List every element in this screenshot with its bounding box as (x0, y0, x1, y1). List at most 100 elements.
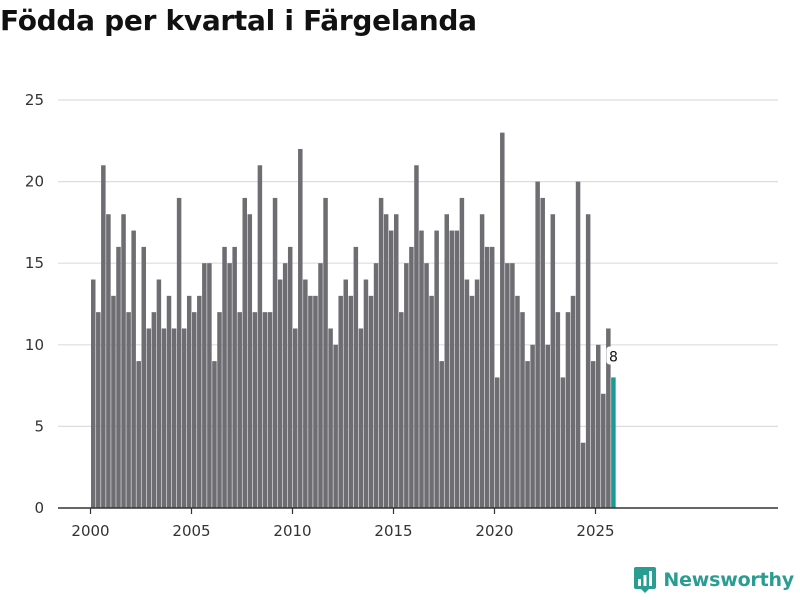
bar-2000-K1 (91, 279, 96, 508)
bar-2004-K2 (176, 197, 182, 509)
bar-2003-K4 (166, 295, 172, 508)
bar-2022-K1 (535, 181, 540, 508)
bar-2005-K4 (207, 263, 212, 508)
brand-name: Newsworthy (663, 569, 794, 591)
bar-2002-K1 (131, 230, 136, 508)
data-label-background (606, 346, 621, 365)
bar-2013-K2 (358, 328, 364, 508)
bar-2025-K3 (606, 328, 611, 508)
bar-2015-K4 (409, 246, 414, 508)
newsworthy-logo-icon (634, 567, 657, 593)
bar-2004-K4 (186, 295, 192, 508)
bar-2001-K1 (111, 295, 116, 508)
bar-2005-K3 (202, 263, 207, 508)
bar-2020-K2 (500, 132, 505, 508)
y-tick-label: 25 (25, 91, 44, 109)
y-tick-label: 10 (25, 336, 44, 354)
bar-2024-K1 (575, 181, 581, 508)
bar-2007-K4 (247, 214, 253, 509)
bar-2012-K4 (348, 295, 354, 508)
bar-2002-K3 (141, 246, 146, 508)
bar-2012-K3 (343, 279, 348, 508)
x-tick-label: 2015 (374, 522, 412, 540)
bar-2024-K4 (590, 361, 596, 508)
bar-2005-K2 (197, 295, 202, 508)
bar-2025-K2 (601, 393, 606, 508)
bar-2008-K4 (267, 312, 273, 508)
bar-2007-K3 (242, 197, 247, 509)
bar-2017-K2 (439, 361, 444, 508)
bar-2019-K2 (479, 214, 485, 509)
bar-2024-K2 (580, 442, 586, 508)
bar-2009-K2 (277, 279, 283, 508)
bar-2013-K1 (353, 246, 359, 508)
bar-2014-K4 (388, 230, 394, 508)
bar-2023-K3 (565, 312, 571, 508)
bar-2008-K2 (257, 165, 263, 508)
bar-2011-K1 (313, 295, 318, 508)
bar-2025-K4 (611, 377, 616, 508)
bar-2005-K1 (192, 312, 197, 508)
bar-2012-K1 (333, 344, 338, 508)
bar-2016-K2 (419, 230, 424, 508)
x-tick-label: 2000 (71, 522, 109, 540)
chart-title: Födda per kvartal i Färgelanda (0, 4, 477, 37)
bar-2009-K3 (282, 263, 288, 508)
bar-2016-K4 (429, 295, 434, 508)
bar-2018-K3 (464, 279, 470, 508)
bar-2006-K1 (212, 361, 217, 508)
bar-2010-K4 (308, 295, 313, 508)
bar-2006-K3 (222, 246, 227, 508)
y-tick-label: 20 (25, 173, 44, 191)
bar-2015-K3 (404, 263, 409, 508)
bar-2000-K3 (101, 165, 106, 508)
bar-2022-K3 (545, 344, 550, 508)
bars (91, 132, 616, 509)
bar-2003-K1 (151, 312, 157, 508)
bar-2007-K2 (237, 312, 242, 508)
y-tick-label: 0 (34, 499, 44, 517)
bar-2016-K3 (424, 263, 429, 508)
bar-2001-K2 (116, 246, 121, 508)
bar-2017-K4 (449, 230, 455, 508)
y-tick-label: 15 (25, 254, 44, 272)
bar-2008-K3 (262, 312, 268, 508)
bar-2021-K1 (515, 295, 520, 508)
bar-2025-K1 (596, 344, 601, 508)
bar-2019-K4 (489, 246, 495, 508)
bar-2011-K3 (323, 197, 328, 509)
x-tick-label: 2025 (576, 522, 614, 540)
bar-2021-K3 (525, 361, 530, 508)
bar-2004-K1 (171, 328, 177, 508)
bar-2001-K3 (121, 214, 126, 509)
bar-2023-K4 (570, 295, 576, 508)
bar-2022-K2 (540, 197, 545, 509)
bar-2023-K2 (560, 377, 566, 508)
bar-2002-K2 (136, 361, 141, 508)
bar-2006-K4 (227, 263, 232, 508)
x-tick-label: 2010 (273, 522, 311, 540)
bar-2021-K2 (520, 312, 525, 508)
bar-2009-K4 (287, 246, 293, 508)
bar-2014-K1 (373, 263, 379, 508)
bar-2020-K4 (510, 263, 515, 508)
bar-2003-K2 (156, 279, 162, 508)
bar-2018-K1 (454, 230, 460, 508)
bar-2013-K4 (368, 295, 374, 508)
bar-2002-K4 (146, 328, 152, 508)
data-label-last-bar: 8 (609, 349, 618, 365)
bar-2014-K2 (378, 197, 384, 509)
bar-2003-K3 (161, 328, 167, 508)
bar-2001-K4 (126, 312, 131, 508)
bar-2011-K4 (328, 328, 333, 508)
bar-2018-K4 (469, 295, 475, 508)
bar-2011-K2 (318, 263, 323, 508)
bar-2020-K1 (495, 377, 500, 508)
bar-2020-K3 (505, 263, 510, 508)
bar-2000-K2 (96, 312, 101, 508)
bar-2010-K2 (298, 148, 303, 508)
x-axis: 2000 2005 2010 2015 2020 2025 (58, 507, 778, 540)
bar-2014-K3 (383, 214, 389, 509)
bar-2013-K3 (363, 279, 369, 508)
